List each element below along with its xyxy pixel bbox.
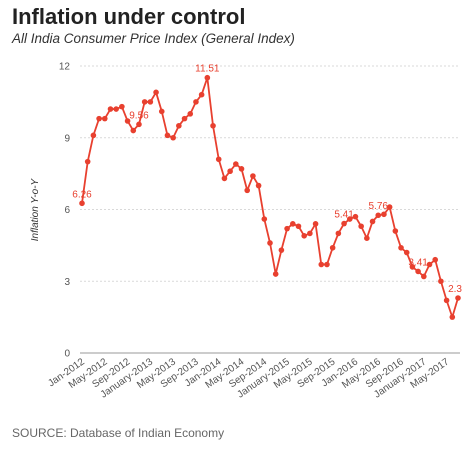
data-point bbox=[124, 118, 131, 124]
line-chart: 0 3 6 9 12 Jan-2012May-2012Sep-2012January-2… bbox=[30, 62, 462, 401]
data-point bbox=[215, 156, 222, 163]
data-point bbox=[392, 228, 399, 234]
data-point bbox=[386, 204, 393, 210]
data-point bbox=[289, 221, 296, 227]
data-point bbox=[318, 261, 325, 268]
data-point bbox=[364, 235, 370, 241]
data-point bbox=[421, 273, 427, 280]
chart-title: Inflation under control bbox=[12, 4, 246, 29]
data-point bbox=[84, 158, 91, 165]
data-point bbox=[301, 233, 307, 239]
data-point bbox=[176, 122, 182, 129]
data-point bbox=[90, 132, 97, 139]
data-point bbox=[250, 173, 256, 179]
data-point bbox=[358, 223, 364, 230]
data-point bbox=[415, 268, 421, 275]
data-point bbox=[158, 108, 165, 115]
data-point bbox=[369, 218, 376, 225]
data-point bbox=[352, 213, 359, 220]
data-point bbox=[164, 132, 171, 139]
data-point bbox=[221, 175, 228, 182]
data-point bbox=[198, 91, 205, 98]
data-point bbox=[181, 115, 188, 122]
data-point bbox=[272, 271, 279, 277]
data-point bbox=[96, 115, 102, 122]
data-point bbox=[335, 230, 342, 237]
chart-subtitle: All India Consumer Price Index (General … bbox=[12, 31, 295, 46]
x-tick-labels: Jan-2012May-2012Sep-2012January-2013May-… bbox=[46, 356, 451, 400]
data-point bbox=[193, 99, 199, 105]
data-point bbox=[238, 166, 245, 172]
y-tick-labels: 0 3 6 9 12 bbox=[59, 62, 71, 360]
data-point bbox=[107, 106, 114, 112]
data-point bbox=[261, 216, 268, 222]
data-point bbox=[153, 89, 159, 96]
data-label: 6.26 bbox=[72, 189, 92, 200]
data-label: 11.51 bbox=[195, 64, 220, 75]
data-point bbox=[324, 261, 330, 268]
data-point bbox=[312, 221, 319, 227]
source-note: SOURCE: Database of Indian Economy bbox=[12, 426, 225, 440]
data-point bbox=[381, 211, 387, 218]
data-point bbox=[449, 314, 456, 320]
data-point bbox=[438, 278, 444, 285]
data-point bbox=[284, 225, 290, 232]
data-point bbox=[341, 220, 347, 227]
data-point bbox=[295, 223, 302, 230]
y-tick-label: 9 bbox=[64, 133, 70, 144]
data-point bbox=[329, 244, 336, 251]
data-point bbox=[187, 111, 194, 117]
data-point bbox=[432, 256, 439, 263]
data-point bbox=[79, 200, 85, 207]
data-point bbox=[170, 134, 176, 141]
data-points bbox=[79, 74, 461, 320]
data-point bbox=[130, 127, 137, 134]
data-point bbox=[443, 297, 450, 304]
data-label: 3.41 bbox=[408, 257, 428, 268]
data-point bbox=[426, 261, 433, 268]
data-point bbox=[210, 122, 216, 129]
data-point bbox=[136, 121, 142, 128]
y-tick-label: 6 bbox=[64, 205, 70, 216]
data-point bbox=[204, 74, 211, 81]
data-label: 5.76 bbox=[369, 201, 389, 212]
data-point bbox=[141, 99, 148, 105]
data-point bbox=[278, 247, 285, 253]
data-point bbox=[119, 103, 125, 110]
gridlines bbox=[80, 65, 460, 282]
y-tick-label: 0 bbox=[64, 349, 70, 360]
data-label: 5.41 bbox=[334, 210, 354, 221]
data-point bbox=[307, 230, 313, 237]
data-label: 2.3 bbox=[448, 284, 462, 295]
data-point bbox=[233, 161, 239, 167]
y-tick-label: 12 bbox=[59, 62, 71, 73]
data-point bbox=[255, 182, 262, 189]
data-point bbox=[403, 249, 410, 256]
data-point bbox=[375, 212, 382, 219]
data-point bbox=[346, 216, 353, 222]
data-point bbox=[398, 244, 404, 251]
data-point bbox=[267, 240, 273, 246]
data-point bbox=[147, 99, 154, 105]
data-point bbox=[455, 295, 461, 301]
data-label: 9.56 bbox=[129, 110, 149, 121]
data-point bbox=[227, 168, 233, 175]
data-point bbox=[113, 106, 119, 112]
data-labels: 6.26 9.56 11.51 5.41 5.76 3.41 2.3 bbox=[72, 64, 462, 295]
data-point bbox=[101, 115, 108, 122]
data-point bbox=[409, 264, 416, 270]
y-axis-label: Inflation Y-o-Y bbox=[30, 177, 41, 241]
y-tick-label: 3 bbox=[64, 277, 70, 288]
data-point bbox=[244, 187, 251, 194]
